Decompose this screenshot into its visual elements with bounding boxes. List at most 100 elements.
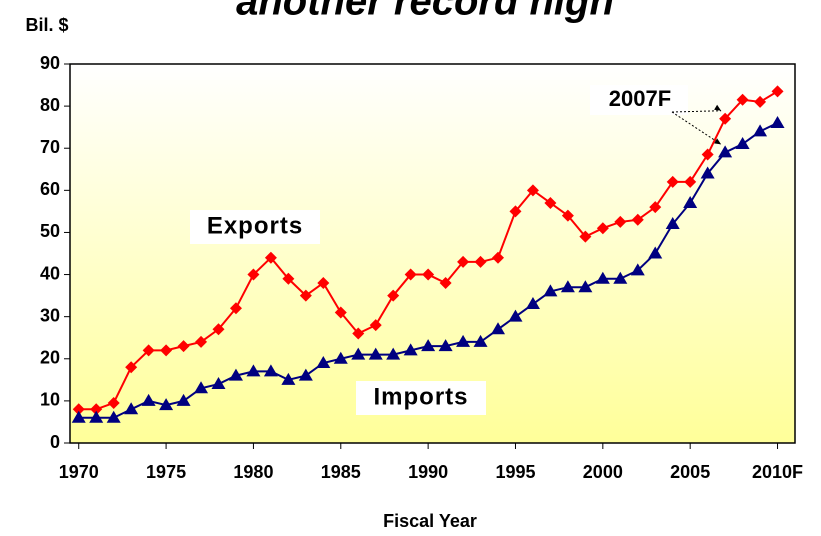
point: [438, 339, 453, 352]
point: [736, 93, 749, 106]
point: [316, 355, 331, 368]
point: [403, 343, 418, 356]
y-tick-label: 70: [40, 137, 60, 157]
point: [264, 251, 277, 264]
point: [595, 271, 610, 284]
point: [474, 255, 487, 268]
x-tick-label: 1985: [321, 462, 361, 482]
x-tick-label: 2000: [583, 462, 623, 482]
series-label: Imports: [373, 383, 468, 410]
point: [578, 280, 593, 293]
point: [176, 393, 191, 406]
annotation: 2007F: [609, 86, 671, 111]
point: [683, 195, 698, 208]
x-tick-label: 2005: [670, 462, 710, 482]
point: [334, 306, 347, 319]
series-label: Exports: [207, 212, 303, 239]
point: [106, 410, 121, 423]
point: [439, 276, 452, 289]
point: [543, 284, 558, 297]
point: [770, 115, 785, 128]
x-tick-label: 1990: [408, 462, 448, 482]
label-bg: [356, 381, 486, 415]
y-tick-label: 80: [40, 95, 60, 115]
point: [491, 322, 506, 335]
point: [561, 209, 574, 222]
y-axis-label: Bil. $: [25, 15, 68, 35]
point: [212, 323, 225, 336]
point: [228, 368, 243, 381]
point: [700, 166, 715, 179]
point: [386, 347, 401, 360]
annotation-arrow: [671, 111, 722, 145]
x-tick-label: 1970: [59, 462, 99, 482]
x-tick-label: 1980: [233, 462, 273, 482]
point: [298, 368, 313, 381]
point: [648, 246, 663, 259]
point: [369, 319, 382, 332]
point: [317, 276, 330, 289]
point: [89, 410, 104, 423]
point: [125, 361, 138, 374]
annotation-arrow: [671, 110, 722, 113]
point: [701, 148, 714, 161]
y-tick-label: 40: [40, 263, 60, 283]
point: [666, 175, 679, 188]
point: [72, 403, 85, 416]
point: [229, 302, 242, 315]
y-tick-label: 60: [40, 179, 60, 199]
point: [492, 251, 505, 264]
point: [107, 396, 120, 409]
point: [90, 403, 103, 416]
point: [71, 410, 86, 423]
point: [333, 351, 348, 364]
point: [282, 272, 295, 285]
point: [177, 340, 190, 353]
point: [211, 377, 226, 390]
arrow-head: [714, 104, 722, 111]
point: [614, 215, 627, 228]
y-tick-label: 20: [40, 348, 60, 368]
point: [649, 201, 662, 214]
point: [525, 297, 540, 310]
y-tick-label: 0: [50, 432, 60, 452]
point: [352, 327, 365, 340]
point: [473, 334, 488, 347]
point: [387, 289, 400, 302]
point: [684, 175, 697, 188]
point: [719, 112, 732, 125]
point: [456, 334, 471, 347]
point: [142, 344, 155, 357]
point: [771, 85, 784, 98]
y-tick-label: 90: [40, 53, 60, 73]
point: [631, 213, 644, 226]
point: [509, 205, 522, 218]
point: [665, 217, 680, 230]
y-tick-label: 30: [40, 305, 60, 325]
point: [613, 271, 628, 284]
point: [159, 398, 174, 411]
y-tick-label: 50: [40, 221, 60, 241]
point: [754, 95, 767, 108]
point: [579, 230, 592, 243]
point: [421, 339, 436, 352]
arrow-head: [714, 138, 722, 145]
plot-area: [69, 63, 796, 444]
x-tick-label: 1975: [146, 462, 186, 482]
point: [544, 196, 557, 209]
point: [194, 381, 209, 394]
point: [281, 372, 296, 385]
point: [124, 402, 139, 415]
point: [718, 145, 733, 158]
point: [422, 268, 435, 281]
point: [457, 255, 470, 268]
point: [160, 344, 173, 357]
point: [351, 347, 366, 360]
point: [526, 184, 539, 197]
point: [299, 289, 312, 302]
x-tick-label: 2010F: [752, 462, 803, 482]
point: [246, 364, 261, 377]
x-axis-label: Fiscal Year: [383, 511, 477, 531]
point: [630, 263, 645, 276]
